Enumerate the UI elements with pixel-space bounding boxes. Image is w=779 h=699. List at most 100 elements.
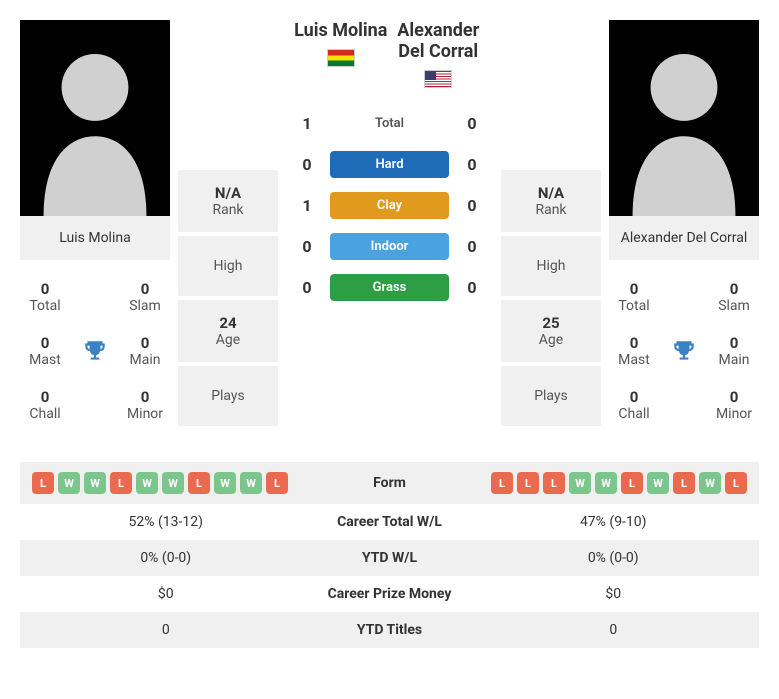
compare-career-wl-row: 52% (13-12) Career Total W/L 47% (9-10) [20, 504, 759, 540]
p1-total-titles: 0Total [20, 270, 70, 324]
form-win-badge: W [136, 472, 158, 494]
p1-slam-titles: 0Slam [120, 270, 170, 324]
form-loss-badge: L [491, 472, 513, 494]
p2-main-titles: 0Main [709, 324, 759, 378]
p2-total-titles: 0Total [609, 270, 659, 324]
form-loss-badge: L [543, 472, 565, 494]
form-loss-badge: L [517, 472, 539, 494]
h2h-clay-p1: 1 [292, 196, 322, 215]
person-silhouette-icon [30, 36, 160, 216]
p1-rank: N/ARank [178, 170, 278, 232]
player2-info-column: N/ARank High 25Age Plays [501, 170, 601, 430]
player-names-header: Luis Molina Alexander Del Corral [292, 20, 487, 92]
form-loss-badge: L [188, 472, 210, 494]
center-column: Luis Molina Alexander Del Corral 1 Total… [286, 20, 493, 315]
h2h-clay-p2: 0 [457, 196, 487, 215]
player2-photo [609, 20, 759, 216]
spacer [659, 378, 709, 432]
h2h-clay-label[interactable]: Clay [330, 192, 449, 219]
form-loss-badge: L [32, 472, 54, 494]
h2h-hard-label[interactable]: Hard [330, 151, 449, 178]
p2-header: Alexander Del Corral [390, 20, 488, 92]
p2-slam-titles: 0Slam [709, 270, 759, 324]
form-loss-badge: L [725, 472, 747, 494]
player1-name-box: Luis Molina [20, 216, 170, 260]
p1-main-titles: 0Main [120, 324, 170, 378]
p2-chall-titles: 0Chall [609, 378, 659, 432]
comparison-table: LWWLWWLWWL Form LLLWWLWLWL 52% (13-12) C… [20, 462, 759, 648]
h2h-indoor-p2: 0 [457, 237, 487, 256]
form-loss-badge: L [110, 472, 132, 494]
p2-form: LLLWWLWLWL [480, 472, 748, 494]
compare-form-row: LWWLWWLWWL Form LLLWWLWLWL [20, 462, 759, 504]
form-win-badge: W [214, 472, 236, 494]
h2h-grass-label[interactable]: Grass [330, 274, 449, 301]
form-win-badge: W [647, 472, 669, 494]
p1-career-wl: 52% (13-12) [32, 514, 300, 530]
spacer [70, 378, 120, 432]
form-win-badge: W [595, 472, 617, 494]
compare-career-wl-label: Career Total W/L [300, 514, 480, 530]
h2h-total-row: 1 Total 0 [292, 110, 487, 137]
p1-age: 24Age [178, 300, 278, 362]
player2-column: Alexander Del Corral 0Total 0Slam 0Mast … [609, 20, 759, 442]
h2h-total-label: Total [330, 110, 449, 137]
p2-rank: N/ARank [501, 170, 601, 232]
p2-ytd-wl: 0% (0-0) [480, 550, 748, 566]
h2h-indoor-p1: 0 [292, 237, 322, 256]
top-section: Luis Molina 0Total 0Slam 0Mast 0Main 0Ch… [20, 20, 759, 442]
h2h-grass-row: 0 Grass 0 [292, 274, 487, 301]
usa-flag-icon [424, 70, 452, 88]
compare-form-label: Form [300, 475, 480, 491]
form-loss-badge: L [673, 472, 695, 494]
p2-career-wl: 47% (9-10) [480, 514, 748, 530]
spacer [659, 270, 709, 324]
p1-header: Luis Molina [292, 20, 390, 92]
p2-age: 25Age [501, 300, 601, 362]
h2h-hard-row: 0 Hard 0 [292, 151, 487, 178]
bolivia-flag-icon [327, 49, 355, 67]
h2h-indoor-row: 0 Indoor 0 [292, 233, 487, 260]
h2h-grass-p1: 0 [292, 278, 322, 297]
p1-mast-titles: 0Mast [20, 324, 70, 378]
h2h-hard-p2: 0 [457, 155, 487, 174]
p1-ytd-wl: 0% (0-0) [32, 550, 300, 566]
compare-prize-label: Career Prize Money [300, 586, 480, 602]
h2h-hard-p1: 0 [292, 155, 322, 174]
h2h-indoor-label[interactable]: Indoor [330, 233, 449, 260]
p1-minor-titles: 0Minor [120, 378, 170, 432]
player1-photo [20, 20, 170, 216]
p1-plays: Plays [178, 366, 278, 426]
compare-ytd-titles-label: YTD Titles [300, 622, 480, 638]
p1-ytd-titles: 0 [32, 622, 300, 638]
trophy-icon-cell [659, 324, 709, 378]
h2h-total-p1: 1 [292, 114, 322, 133]
p1-form: LWWLWWLWWL [32, 472, 300, 494]
form-win-badge: W [162, 472, 184, 494]
player1-column: Luis Molina 0Total 0Slam 0Mast 0Main 0Ch… [20, 20, 170, 442]
compare-ytd-wl-row: 0% (0-0) YTD W/L 0% (0-0) [20, 540, 759, 576]
h2h-grass-p2: 0 [457, 278, 487, 297]
form-win-badge: W [569, 472, 591, 494]
p2-ytd-titles: 0 [480, 622, 748, 638]
p1-chall-titles: 0Chall [20, 378, 70, 432]
form-loss-badge: L [621, 472, 643, 494]
compare-ytd-titles-row: 0 YTD Titles 0 [20, 612, 759, 648]
spacer [70, 270, 120, 324]
trophy-icon [82, 338, 108, 364]
compare-ytd-wl-label: YTD W/L [300, 550, 480, 566]
p2-header-name: Alexander Del Corral [390, 20, 488, 62]
p2-mast-titles: 0Mast [609, 324, 659, 378]
compare-prize-row: $0 Career Prize Money $0 [20, 576, 759, 612]
form-win-badge: W [240, 472, 262, 494]
p1-prize: $0 [32, 586, 300, 602]
p2-prize: $0 [480, 586, 748, 602]
player1-info-column: N/ARank High 24Age Plays [178, 170, 278, 430]
player2-name-box: Alexander Del Corral [609, 216, 759, 260]
form-win-badge: W [58, 472, 80, 494]
form-win-badge: W [699, 472, 721, 494]
p1-high: High [178, 236, 278, 296]
person-silhouette-icon [619, 36, 749, 216]
p2-minor-titles: 0Minor [709, 378, 759, 432]
trophy-icon-cell [70, 324, 120, 378]
